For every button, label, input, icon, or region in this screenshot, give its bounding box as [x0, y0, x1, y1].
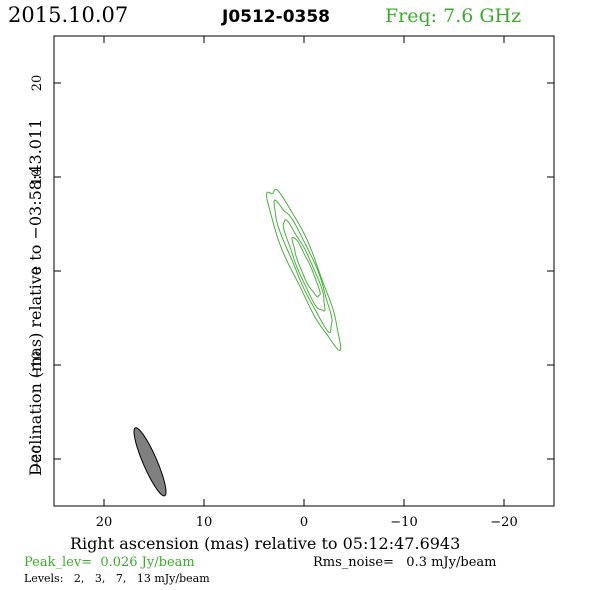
- x-tick-label: 10: [196, 515, 213, 530]
- y-tick-label: −20: [30, 445, 45, 472]
- beam-ellipse-group: [133, 427, 167, 497]
- y-tick-label: 0: [30, 267, 45, 275]
- contour-level-3: [273, 199, 333, 334]
- contour-level-13: [291, 236, 321, 298]
- source-name: J0512-0358: [221, 7, 330, 27]
- contour-level-7: [282, 219, 326, 312]
- x-tick-label: 0: [300, 515, 308, 530]
- x-tick-label: −20: [490, 515, 517, 530]
- peak-level-text: Peak_lev= 0.026 Jy/beam: [24, 555, 195, 570]
- rms-noise-text: Rms_noise= 0.3 mJy/beam: [313, 555, 496, 570]
- y-tick-label: 20: [30, 75, 45, 92]
- x-tick-label: −10: [390, 515, 417, 530]
- observation-date: 2015.10.07: [8, 3, 128, 27]
- axis-ticks: 20 10 0 −10 −20 20 10 0 −10 −20: [30, 36, 554, 530]
- beam-ellipse: [133, 427, 167, 497]
- plot-frame: [53, 35, 555, 507]
- x-tick-label: 20: [96, 515, 113, 530]
- frequency-label: Freq: 7.6 GHz: [385, 5, 521, 27]
- contour-map: [266, 188, 342, 351]
- y-tick-label: 10: [30, 169, 45, 186]
- y-axis-label: Declination (mas) relative to −03:58:43.…: [26, 119, 45, 476]
- x-axis-label: Right ascension (mas) relative to 05:12:…: [70, 534, 460, 553]
- contour-level-2: [266, 188, 342, 351]
- contour-levels-text: Levels: 2, 3, 7, 13 mJy/beam: [24, 572, 210, 585]
- y-tick-label: −10: [30, 351, 45, 378]
